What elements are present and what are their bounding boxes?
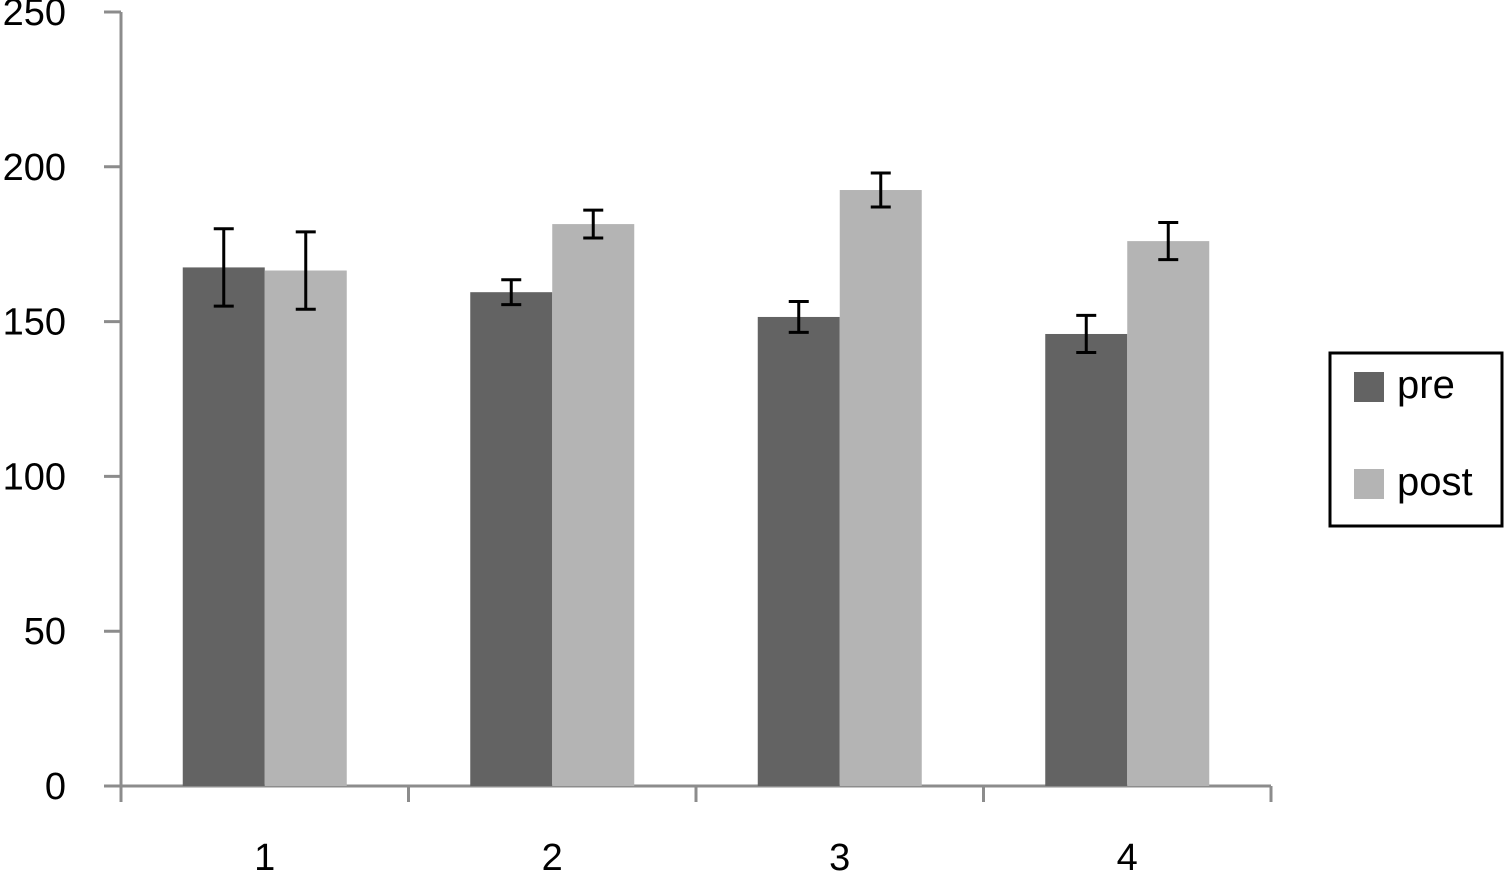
legend-swatch-post: [1354, 469, 1384, 499]
bar-post-1: [264, 270, 347, 786]
x-tick-label: 3: [829, 837, 850, 872]
error-bar-pre-4: [1076, 313, 1097, 355]
x-tick-label: 2: [542, 837, 563, 872]
bar-post-4: [1127, 241, 1210, 786]
legend-swatch-pre: [1354, 372, 1384, 402]
x-tick-label: 4: [1117, 837, 1138, 872]
bar-pre-2: [470, 292, 553, 786]
x-axis: 1 2 3 4: [104, 784, 1273, 872]
error-bar-post-3: [870, 171, 891, 209]
bar-pre-1: [182, 267, 265, 786]
error-bar-post-4: [1158, 221, 1179, 262]
bar-pre-3: [757, 316, 840, 786]
bar-post-3: [839, 190, 922, 786]
legend-label-post: post: [1397, 460, 1473, 504]
bar-post-2: [552, 224, 635, 787]
error-bar-pre-2: [501, 278, 522, 307]
legend: pre post: [1328, 351, 1504, 528]
bars: [182, 190, 1210, 787]
y-axis: 0 50 100 150 200 250: [3, 0, 123, 808]
y-tick-label: 250: [3, 0, 66, 34]
legend-label-pre: pre: [1397, 363, 1455, 407]
error-bar-post-2: [583, 208, 604, 240]
y-tick-label: 150: [3, 302, 66, 344]
error-bars: [213, 171, 1179, 355]
error-bar-post-1: [295, 230, 316, 311]
y-tick-label: 0: [45, 766, 66, 808]
x-tick-label: 1: [254, 837, 275, 872]
error-bar-pre-1: [213, 227, 234, 308]
error-bar-pre-3: [788, 299, 809, 334]
bar-pre-4: [1045, 333, 1128, 786]
y-tick-label: 50: [24, 611, 66, 653]
y-tick-label: 200: [3, 147, 66, 189]
y-tick-label: 100: [3, 456, 66, 498]
